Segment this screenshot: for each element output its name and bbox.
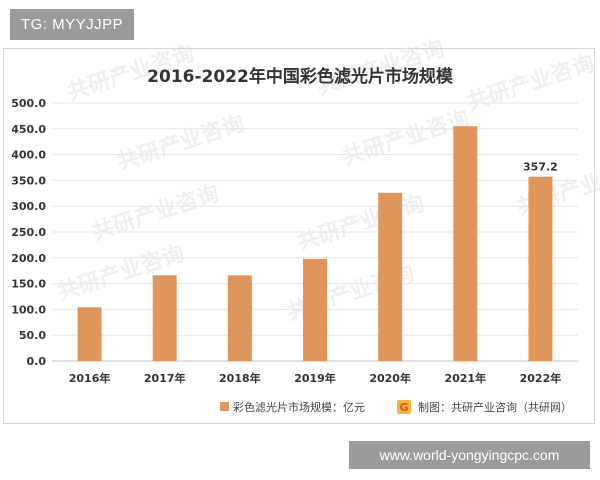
bar-series — [77, 126, 553, 361]
y-tick-label: 300.0 — [11, 200, 46, 213]
y-tick-label: 50.0 — [19, 329, 46, 342]
x-tick-label: 2020年 — [369, 371, 411, 385]
bar — [528, 176, 553, 361]
svg-text:G: G — [399, 401, 408, 414]
bar — [77, 307, 102, 361]
y-tick-label: 100.0 — [11, 303, 46, 316]
bar — [453, 126, 478, 361]
y-tick-label: 250.0 — [11, 226, 46, 239]
source-note: G 制图：共研产业咨询（共研网） — [397, 400, 572, 414]
x-tick-label: 2018年 — [219, 371, 261, 385]
y-axis-ticks: 0.0 50.0 100.0 150.0 200.0 250.0 300.0 350.0 400… — [11, 97, 46, 368]
bar — [303, 258, 327, 361]
bar — [152, 275, 177, 361]
x-tick-label: 2021年 — [444, 371, 486, 385]
watermark-text: 共研产业咨询 — [294, 190, 428, 256]
source-text: 制图：共研产业咨询（共研网） — [418, 400, 572, 414]
legend: 彩色滤光片市场规模：亿元 — [220, 400, 365, 414]
x-tick-label: 2019年 — [294, 371, 336, 385]
x-axis-ticks: 2016年 2017年 2018年 2019年 2020年 2021年 2022年 — [69, 371, 561, 385]
chart-title: 2016-2022年中国彩色滤光片市场规模 — [147, 66, 454, 87]
watermark-text: 共研产业咨询 — [339, 105, 473, 171]
y-tick-label: 350.0 — [11, 174, 46, 187]
legend-swatch — [220, 402, 229, 411]
data-label: 357.2 — [523, 161, 558, 174]
tg-label: TG: MYYJJPP — [10, 9, 134, 40]
legend-label: 彩色滤光片市场规模：亿元 — [233, 400, 365, 414]
y-tick-label: 200.0 — [11, 252, 46, 265]
bar — [378, 192, 403, 361]
y-tick-label: 400.0 — [11, 149, 46, 162]
x-tick-label: 2022年 — [520, 371, 562, 385]
data-labels: 357.2 — [523, 161, 558, 174]
gridlines — [52, 102, 578, 362]
x-tick-label: 2017年 — [144, 371, 186, 385]
y-tick-label: 450.0 — [11, 123, 46, 136]
watermark-text: 共研产业咨询 — [89, 180, 223, 246]
x-tick-label: 2016年 — [69, 371, 111, 385]
bar — [227, 275, 252, 361]
watermark-text: 共研产业咨询 — [464, 50, 598, 116]
y-tick-label: 500.0 — [11, 97, 46, 110]
watermark-text: 共研产业咨询 — [114, 110, 248, 176]
y-tick-label: 0.0 — [27, 355, 47, 368]
y-tick-label: 150.0 — [11, 278, 46, 291]
brand-logo-icon: G — [397, 400, 411, 414]
website-banner: www.world-yongyingcpc.com — [349, 441, 590, 469]
